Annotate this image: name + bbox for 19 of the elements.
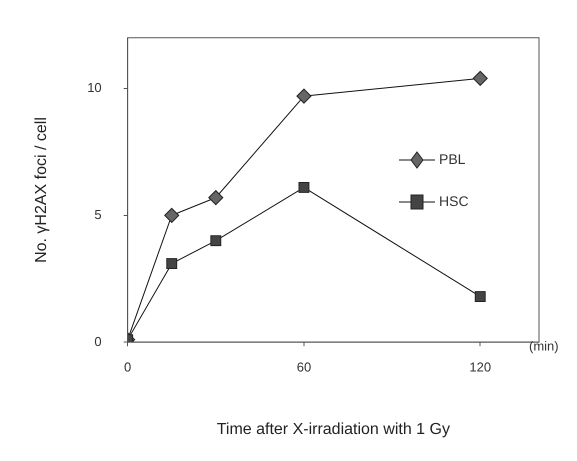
legend-label: HSC	[439, 192, 469, 209]
point	[164, 208, 180, 223]
y-axis-title: No. γH2AX foci / cell	[33, 117, 50, 263]
annotation: (min)	[529, 338, 559, 354]
x-tick-label: 120	[469, 360, 492, 375]
x-tick-label: 60	[296, 360, 312, 375]
y-tick-label: 5	[94, 206, 102, 222]
x-tick-label: 0	[124, 360, 132, 375]
point	[296, 88, 312, 104]
legend-label: PBL	[439, 150, 466, 167]
y-tick-label: 10	[87, 80, 102, 96]
point	[298, 182, 310, 193]
point	[208, 190, 224, 206]
x-axis-title: Time after X-irradiation with 1 Gy	[216, 420, 450, 438]
point	[210, 235, 222, 246]
point	[474, 291, 486, 302]
y-tick-label: 0	[94, 334, 102, 349]
point	[166, 258, 178, 270]
point	[472, 70, 488, 86]
